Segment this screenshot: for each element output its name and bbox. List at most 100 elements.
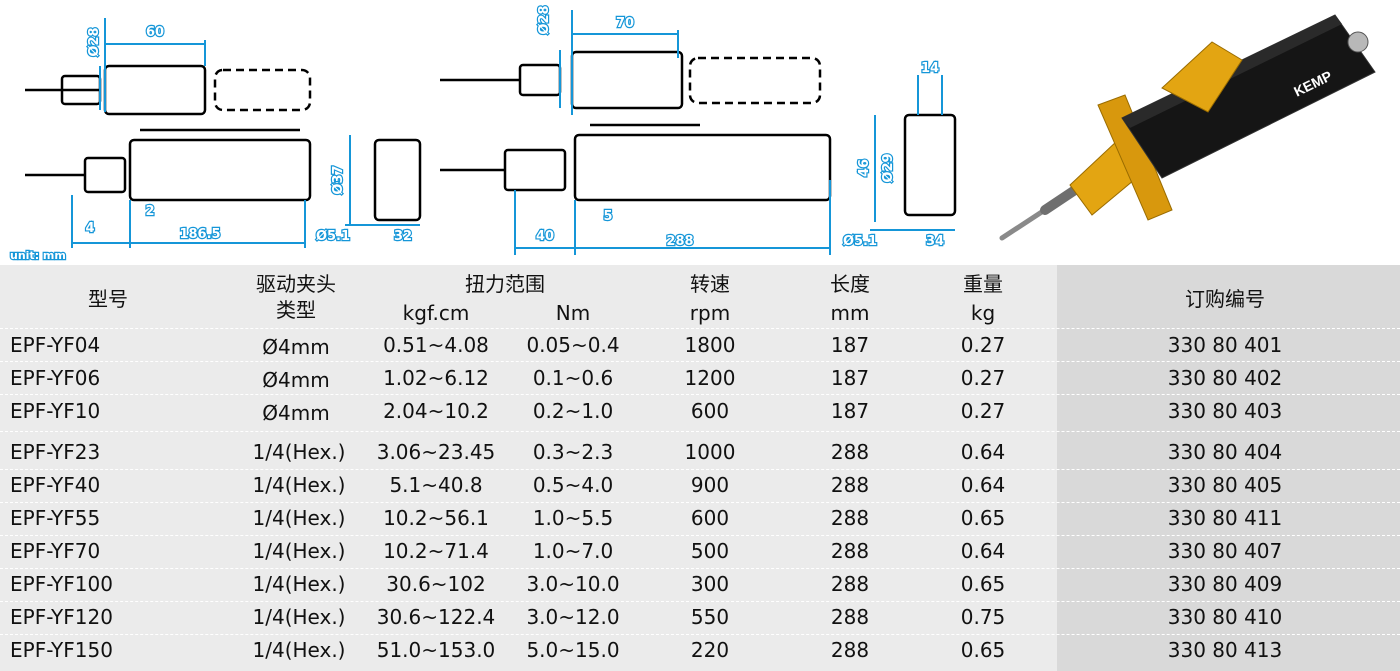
cell-rpm: 600 [690, 399, 730, 423]
dim-large-top-height: Ø28 [537, 5, 552, 34]
dim-large-top-width: 70 [616, 16, 634, 31]
dim-large-side-b: 5 [603, 209, 612, 224]
dim-small-end-hex: Ø5.1 [316, 229, 350, 244]
cell-chuck: 1/4(Hex.) [252, 572, 346, 596]
header-torque: 扭力范围 [465, 272, 545, 296]
cell-weight: 0.27 [960, 333, 1006, 357]
cell-length: 288 [830, 539, 870, 563]
header-torque-nm: Nm [555, 301, 591, 325]
cell-weight: 0.65 [960, 572, 1006, 596]
dim-large-end-hex: Ø5.1 [843, 234, 877, 249]
header-chuck-line2: 类型 [276, 298, 316, 322]
dim-large-end-sub: Ø29 [881, 153, 896, 182]
header-length: 长度 [830, 272, 870, 296]
cell-chuck: 1/4(Hex.) [252, 473, 346, 497]
cell-kgf: 5.1~40.8 [389, 473, 483, 497]
row-separator [0, 601, 1400, 602]
cell-length: 288 [830, 506, 870, 530]
cell-kgf: 30.6~102 [386, 572, 486, 596]
cell-order-number: 330 80 411 [1167, 506, 1283, 530]
header-torque-kgf: kgf.cm [402, 301, 470, 325]
cell-length: 288 [830, 638, 870, 662]
cell-length: 288 [830, 605, 870, 629]
cell-nm: 0.1~0.6 [532, 366, 614, 390]
cell-model: EPF-YF70 [10, 539, 101, 563]
dim-large-side-a: 40 [536, 229, 554, 244]
small-end-view [345, 135, 422, 226]
cell-order-number: 330 80 407 [1167, 539, 1283, 563]
cell-length: 187 [830, 399, 870, 423]
cell-rpm: 300 [690, 572, 730, 596]
cell-model: EPF-YF120 [10, 605, 113, 629]
drawing-area: 60 Ø28 70 Ø28 4 2 186.5 Ø37 Ø5.1 32 40 5… [0, 0, 1400, 265]
spec-table: 型号 驱动夹头 类型 扭力范围 kgf.cm Nm 转速 rpm 长度 mm 重… [0, 265, 1400, 671]
cell-rpm: 1000 [684, 440, 736, 464]
cell-chuck: 1/4(Hex.) [252, 638, 346, 662]
dim-large-end-height: 46 [857, 159, 872, 177]
cell-model: EPF-YF100 [10, 572, 113, 596]
cell-weight: 0.65 [960, 638, 1006, 662]
cell-chuck: Ø4mm [262, 368, 330, 392]
cell-chuck: 1/4(Hex.) [252, 506, 346, 530]
cell-rpm: 1800 [684, 333, 736, 357]
cell-kgf: 30.6~122.4 [376, 605, 496, 629]
cell-length: 187 [830, 366, 870, 390]
row-separator [0, 361, 1400, 362]
cell-rpm: 900 [690, 473, 730, 497]
cell-model: EPF-YF23 [10, 440, 101, 464]
cell-kgf: 10.2~71.4 [383, 539, 489, 563]
header-length-unit: mm [830, 301, 870, 325]
cell-kgf: 0.51~4.08 [383, 333, 489, 357]
header-order: 订购编号 [1185, 287, 1265, 311]
dim-small-end-width: 32 [394, 229, 412, 244]
cell-nm: 3.0~12.0 [526, 605, 620, 629]
header-separator [0, 328, 1400, 329]
cell-model: EPF-YF150 [10, 638, 113, 662]
cell-kgf: 10.2~56.1 [383, 506, 489, 530]
cell-nm: 0.5~4.0 [532, 473, 614, 497]
header-speed: 转速 [690, 272, 730, 296]
row-separator [0, 502, 1400, 503]
cell-nm: 1.0~5.5 [532, 506, 614, 530]
cell-chuck: Ø4mm [262, 335, 330, 359]
dim-small-side-length: 186.5 [179, 227, 220, 242]
header-weight: 重量 [963, 272, 1003, 296]
cell-length: 288 [830, 473, 870, 497]
cell-length: 288 [830, 572, 870, 596]
cell-kgf: 51.0~153.0 [376, 638, 496, 662]
cell-weight: 0.64 [960, 473, 1006, 497]
cell-weight: 0.75 [960, 605, 1006, 629]
cell-rpm: 220 [690, 638, 730, 662]
dim-small-side-b: 2 [145, 204, 154, 219]
cell-chuck: 1/4(Hex.) [252, 605, 346, 629]
dim-small-end-height: Ø37 [331, 165, 346, 194]
cell-order-number: 330 80 413 [1167, 638, 1283, 662]
cell-order-number: 330 80 403 [1167, 399, 1283, 423]
cell-weight: 0.64 [960, 539, 1006, 563]
dim-small-top-width: 60 [146, 25, 164, 40]
cell-rpm: 500 [690, 539, 730, 563]
cell-weight: 0.64 [960, 440, 1006, 464]
header-speed-unit: rpm [689, 301, 731, 325]
cell-nm: 0.2~1.0 [532, 399, 614, 423]
cell-weight: 0.65 [960, 506, 1006, 530]
cell-order-number: 330 80 401 [1167, 333, 1283, 357]
cell-kgf: 2.04~10.2 [383, 399, 489, 423]
cell-order-number: 330 80 409 [1167, 572, 1283, 596]
cell-chuck: Ø4mm [262, 401, 330, 425]
cell-rpm: 550 [690, 605, 730, 629]
cell-model: EPF-YF04 [10, 333, 101, 357]
small-side-view [25, 128, 312, 248]
cell-chuck: 1/4(Hex.) [252, 539, 346, 563]
product-image: KEMP [999, 14, 1376, 241]
cell-nm: 5.0~15.0 [526, 638, 620, 662]
cell-nm: 0.3~2.3 [532, 440, 614, 464]
cell-model: EPF-YF40 [10, 473, 101, 497]
cell-model: EPF-YF55 [10, 506, 101, 530]
cell-length: 288 [830, 440, 870, 464]
header-weight-unit: kg [970, 301, 996, 325]
cell-order-number: 330 80 405 [1167, 473, 1283, 497]
unit-note: unit: mm [10, 249, 66, 262]
dim-large-side-length: 288 [666, 234, 693, 249]
cell-rpm: 1200 [684, 366, 736, 390]
